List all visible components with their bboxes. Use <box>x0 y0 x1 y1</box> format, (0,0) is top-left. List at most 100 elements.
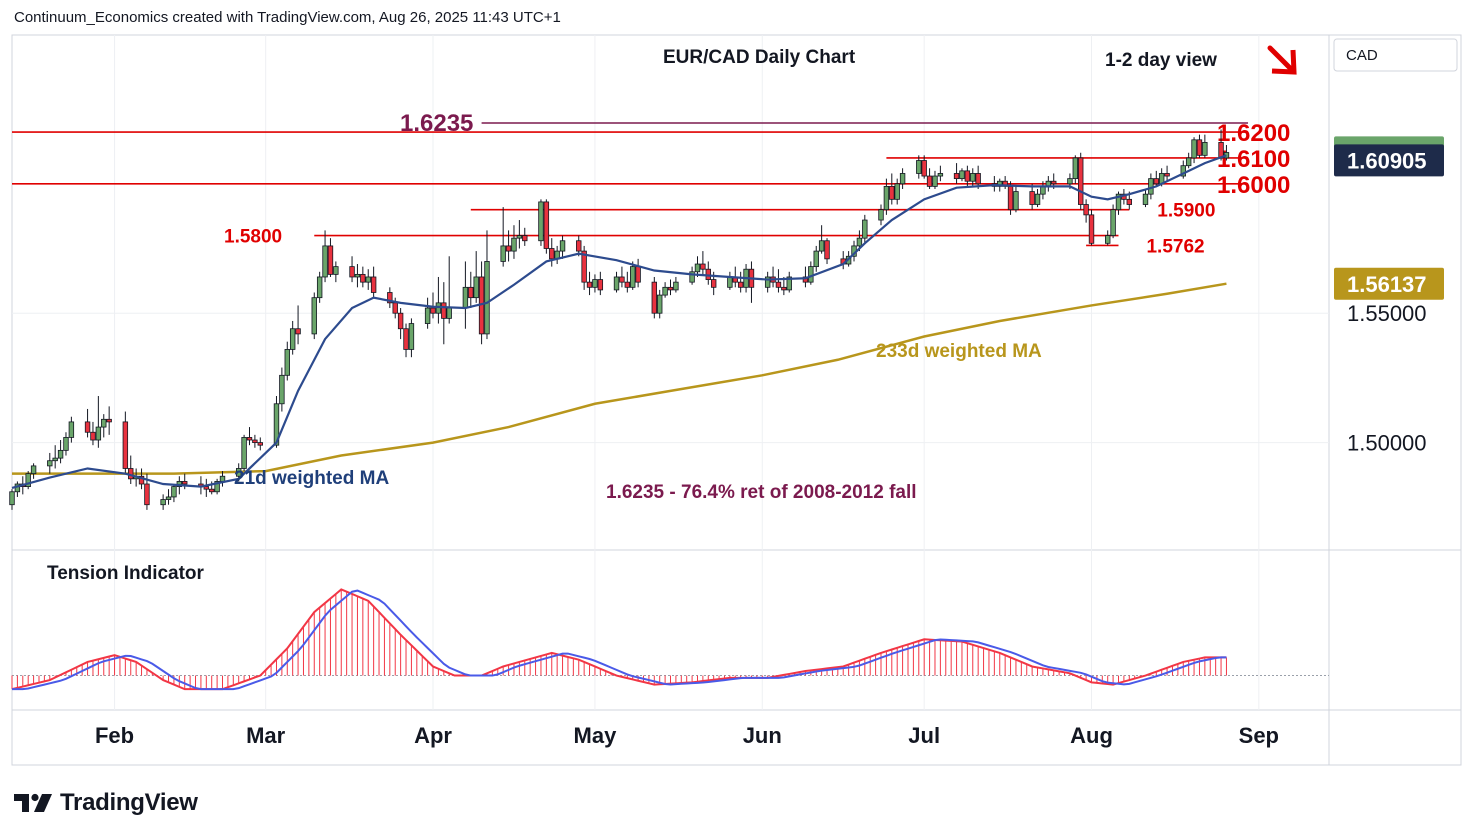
candle-body <box>1013 191 1019 211</box>
candle-body <box>1029 191 1035 205</box>
candle <box>737 271 744 293</box>
candle-body <box>657 294 663 314</box>
candle-body <box>52 457 58 462</box>
candle-body <box>1040 185 1046 195</box>
candle <box>257 437 263 451</box>
candle <box>953 163 960 184</box>
level-label-1.6200: 1.6200 <box>1217 120 1290 147</box>
candle-body <box>235 468 242 477</box>
candle-body <box>209 488 215 493</box>
tradingview-logo[interactable]: TradingView <box>14 788 198 818</box>
candle-body <box>597 279 604 291</box>
candle <box>273 396 280 448</box>
candle-body <box>1185 157 1192 167</box>
candle-body <box>559 240 566 252</box>
candle <box>1185 152 1192 169</box>
x-tick-label-Mar: Mar <box>246 723 286 748</box>
candle <box>1191 137 1197 164</box>
candle <box>1115 191 1122 215</box>
price-badge: 1.60905 <box>1334 144 1444 177</box>
candle-body <box>1202 141 1208 156</box>
view-label: 1-2 day view <box>1105 50 1217 71</box>
candle-body <box>1115 193 1122 211</box>
candle <box>289 320 296 355</box>
candle-body <box>392 302 398 314</box>
candle <box>1202 134 1208 158</box>
candle <box>667 279 674 296</box>
candle <box>883 178 890 215</box>
candle-body <box>25 473 31 487</box>
candle <box>327 238 334 277</box>
candle-body <box>246 437 253 441</box>
candle-body <box>408 323 415 350</box>
candle <box>241 434 247 472</box>
candle <box>554 245 560 265</box>
candle <box>90 421 96 446</box>
x-tick-label-Sep: Sep <box>1239 723 1279 748</box>
tradingview-logo-text: TradingView <box>60 789 198 816</box>
y-tick-label: 1.55000 <box>1347 301 1427 326</box>
candle <box>840 251 846 270</box>
candle-body <box>1105 235 1111 244</box>
candle <box>802 266 809 288</box>
candle-body <box>694 263 701 273</box>
candle <box>9 489 15 510</box>
candle-body <box>1153 178 1159 185</box>
candle-body <box>651 281 658 314</box>
candle <box>592 274 598 293</box>
candle-body <box>165 496 172 500</box>
candle-body <box>68 421 75 438</box>
candle <box>1088 209 1095 246</box>
candle-body <box>252 439 258 444</box>
currency-label: CAD <box>1346 47 1378 64</box>
ma21-line <box>11 154 1227 489</box>
candle-body <box>446 307 452 319</box>
level-label-1.5800: 1.5800 <box>224 227 282 248</box>
candle-body <box>802 276 809 283</box>
candle-body <box>47 460 53 467</box>
candle-body <box>975 173 981 185</box>
candle <box>657 289 663 319</box>
currency-box[interactable] <box>1333 38 1458 72</box>
chart-attribution: Continuum_Economics created with Trading… <box>14 9 561 26</box>
ma21-layer <box>11 154 1227 489</box>
candle-body <box>171 486 177 498</box>
tension-indicator-label: Tension Indicator <box>47 563 205 584</box>
level-label-1.6235: 1.6235 <box>400 110 473 137</box>
candle <box>441 282 447 345</box>
candle-body <box>883 185 890 211</box>
candle-body <box>613 276 620 291</box>
candle <box>770 266 776 288</box>
candle-body <box>953 173 960 180</box>
candle-body <box>549 248 555 260</box>
tension-slow-line <box>12 589 1227 691</box>
candle <box>333 261 339 283</box>
candle-body <box>101 418 107 428</box>
candle-body <box>144 483 150 506</box>
candle-body <box>592 279 598 288</box>
candle <box>101 414 107 438</box>
candle-body <box>484 261 490 335</box>
candle-body <box>1180 165 1186 177</box>
x-tick-label-Jun: Jun <box>743 723 782 748</box>
candle <box>387 287 393 309</box>
candle <box>975 165 981 189</box>
candle-body <box>9 491 15 506</box>
candle-body <box>894 183 900 200</box>
candle <box>473 251 479 303</box>
candle-body <box>689 271 695 283</box>
candle <box>878 204 884 226</box>
time-axis[interactable]: Feb Mar Apr May Jun Jul Aug Sep <box>95 723 1279 748</box>
candle <box>959 168 965 182</box>
candle <box>889 173 895 205</box>
candle-body <box>511 237 517 252</box>
candle-body <box>316 276 323 299</box>
candle <box>1164 165 1170 182</box>
level-label-1.6100: 1.6100 <box>1217 146 1290 173</box>
candle-body <box>90 431 96 441</box>
candle-body <box>327 245 334 275</box>
candle-body <box>1034 193 1041 205</box>
ma21-label: 21d weighted MA <box>234 468 389 489</box>
